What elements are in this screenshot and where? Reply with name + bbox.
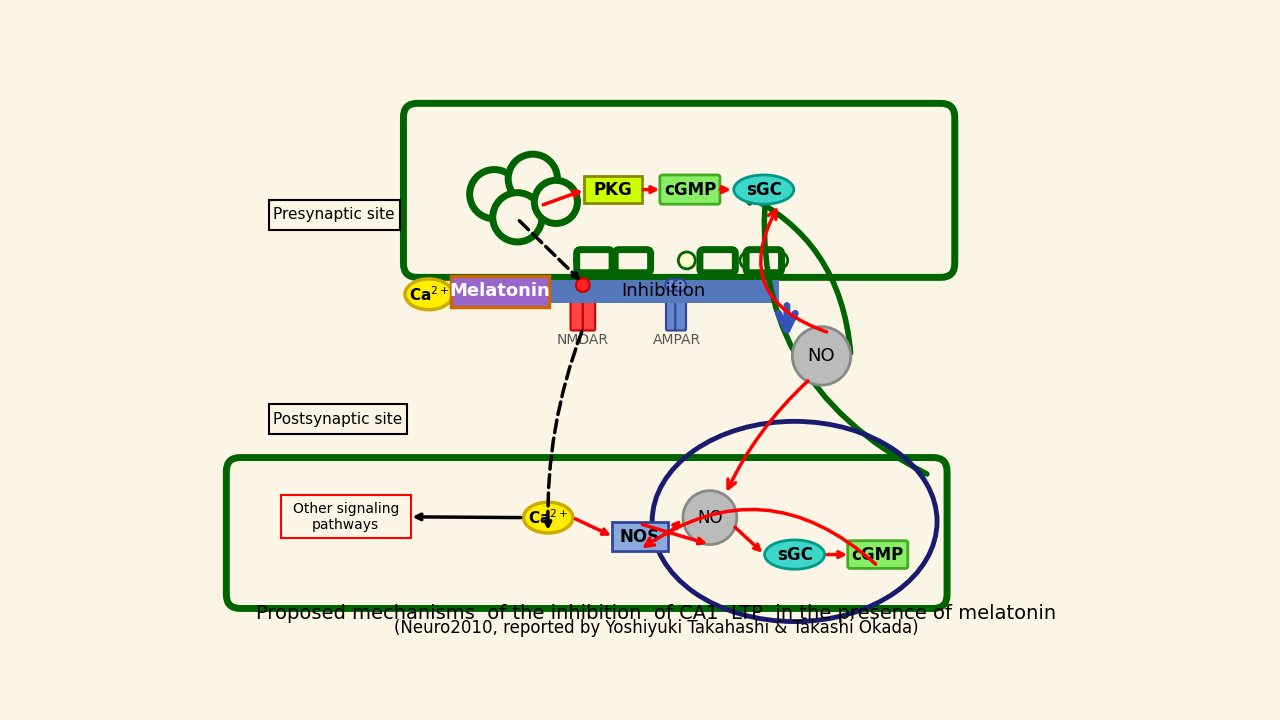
Text: (Neuro2010, reported by Yoshiyuki Takahashi & Takashi Okada): (Neuro2010, reported by Yoshiyuki Takaha… [394,619,918,637]
FancyBboxPatch shape [700,250,735,273]
FancyBboxPatch shape [227,457,947,608]
FancyBboxPatch shape [582,285,595,330]
Text: NOS: NOS [620,528,660,546]
Ellipse shape [733,175,794,204]
Circle shape [628,252,645,269]
Text: cGMP: cGMP [851,546,904,564]
FancyArrowPatch shape [742,193,851,353]
Text: NMDAR: NMDAR [557,333,609,347]
Circle shape [678,252,695,269]
FancyBboxPatch shape [666,285,677,330]
Text: Ca$^{2+}$: Ca$^{2+}$ [529,508,568,527]
Circle shape [740,252,756,269]
Circle shape [470,169,518,219]
Text: Melatonin: Melatonin [449,282,550,300]
Text: Ca$^{2+}$: Ca$^{2+}$ [408,285,449,304]
Circle shape [493,193,541,242]
Text: Presynaptic site: Presynaptic site [274,207,396,222]
Text: Inhibition: Inhibition [622,282,705,300]
FancyBboxPatch shape [847,541,908,568]
Text: Postsynaptic site: Postsynaptic site [274,412,403,426]
Text: Other signaling
pathways: Other signaling pathways [293,502,399,532]
FancyArrowPatch shape [728,381,808,488]
FancyArrowPatch shape [645,510,876,564]
Text: Proposed mechanisms  of the inhibition  of CA1  LTP  in the presence of melatoni: Proposed mechanisms of the inhibition of… [256,603,1056,623]
Text: NO: NO [808,347,836,365]
FancyBboxPatch shape [451,276,549,307]
Circle shape [575,252,591,269]
FancyBboxPatch shape [612,522,668,552]
FancyBboxPatch shape [270,199,399,230]
Circle shape [792,327,851,385]
FancyBboxPatch shape [616,250,650,273]
Circle shape [508,154,558,204]
Text: sGC: sGC [777,546,813,564]
Circle shape [602,252,618,269]
FancyBboxPatch shape [746,250,782,273]
Text: NO: NO [698,508,723,526]
FancyArrowPatch shape [760,184,927,474]
Ellipse shape [524,503,573,533]
FancyBboxPatch shape [577,250,612,273]
FancyBboxPatch shape [660,175,719,204]
Circle shape [709,252,726,269]
FancyBboxPatch shape [403,104,955,277]
FancyBboxPatch shape [270,404,407,434]
Text: AMPAR: AMPAR [653,333,701,347]
Bar [548,279,780,303]
FancyBboxPatch shape [571,285,582,330]
Ellipse shape [404,279,453,310]
FancyArrowPatch shape [760,210,827,332]
Text: PKG: PKG [594,181,632,199]
Circle shape [576,278,590,292]
Text: sGC: sGC [746,181,782,199]
Ellipse shape [764,540,824,570]
Circle shape [684,490,737,544]
Text: cGMP: cGMP [664,181,716,199]
Circle shape [673,279,686,291]
FancyBboxPatch shape [282,495,411,539]
Circle shape [666,279,677,291]
Circle shape [771,252,787,269]
Circle shape [534,180,577,223]
FancyBboxPatch shape [676,285,686,330]
FancyBboxPatch shape [584,176,643,204]
